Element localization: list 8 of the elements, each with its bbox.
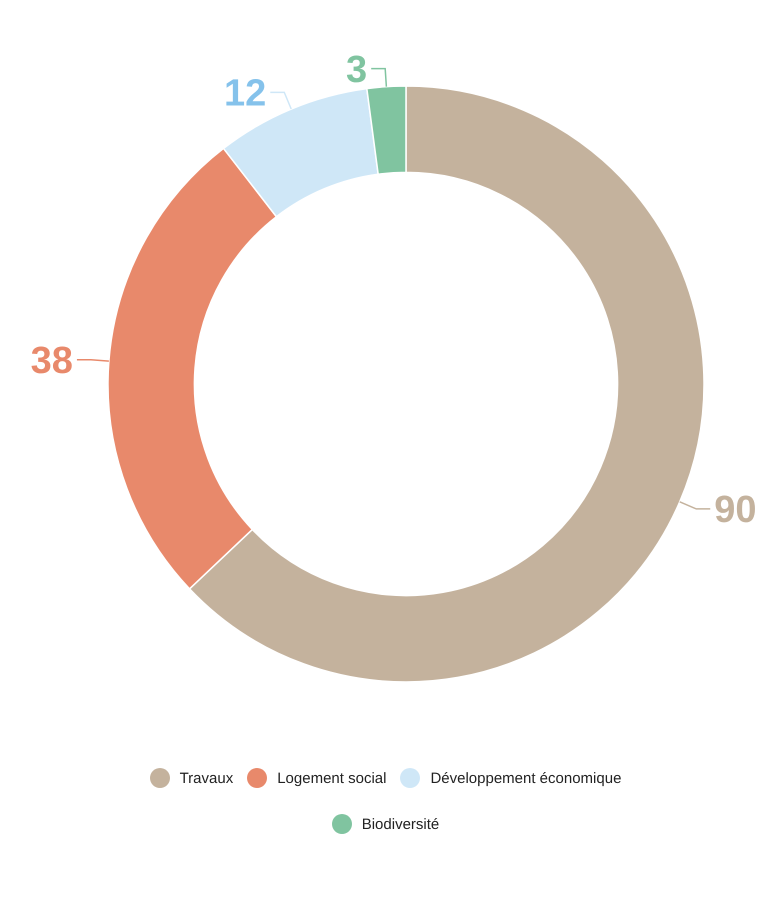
data-label: 38	[30, 340, 73, 382]
data-label: 90	[714, 489, 757, 532]
legend-label: Logement social	[277, 770, 386, 786]
data-label: 12	[224, 72, 266, 115]
data-label: 3	[346, 48, 368, 91]
legend-label: Développement économique	[430, 770, 622, 786]
legend-label: Travaux	[180, 770, 234, 786]
legend-label: Biodiversité	[362, 816, 440, 832]
